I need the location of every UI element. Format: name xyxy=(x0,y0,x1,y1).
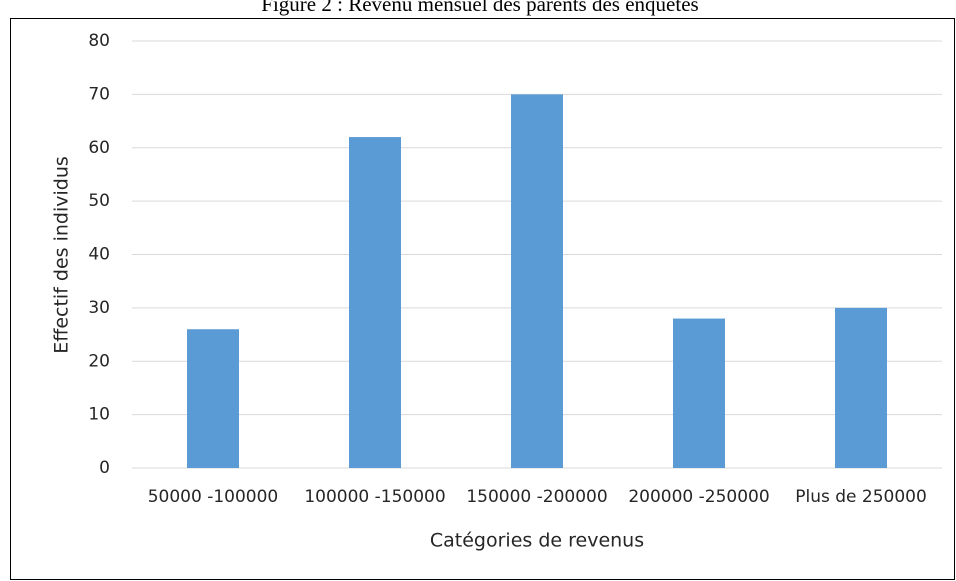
y-tick-label: 60 xyxy=(88,138,110,158)
y-tick-label: 40 xyxy=(88,245,110,265)
x-axis-title: Catégories de revenus xyxy=(430,530,644,552)
x-tick-label: 100000 -150000 xyxy=(304,487,445,507)
y-tick-label: 30 xyxy=(88,298,110,318)
chart-frame xyxy=(10,18,955,580)
x-tick-label: 150000 -200000 xyxy=(466,487,607,507)
title-background xyxy=(150,0,810,18)
chart-title: Figure 2 : Revenu mensuel des parents de… xyxy=(261,0,698,16)
y-axis-title: Effectif des individus xyxy=(51,156,73,354)
bar xyxy=(187,329,239,468)
x-tick-label: Plus de 250000 xyxy=(795,487,927,507)
x-tick-label: 50000 -100000 xyxy=(148,487,279,507)
bar xyxy=(835,307,887,468)
y-tick-label: 20 xyxy=(88,351,110,371)
bar xyxy=(673,318,725,468)
y-tick-label: 0 xyxy=(99,458,110,478)
y-tick-label: 50 xyxy=(88,191,110,211)
x-tick-label: 200000 -250000 xyxy=(628,487,769,507)
bar xyxy=(349,137,401,468)
y-tick-label: 70 xyxy=(88,84,110,104)
y-tick-label: 10 xyxy=(88,405,110,425)
bar xyxy=(511,94,563,468)
y-tick-label: 80 xyxy=(88,31,110,51)
